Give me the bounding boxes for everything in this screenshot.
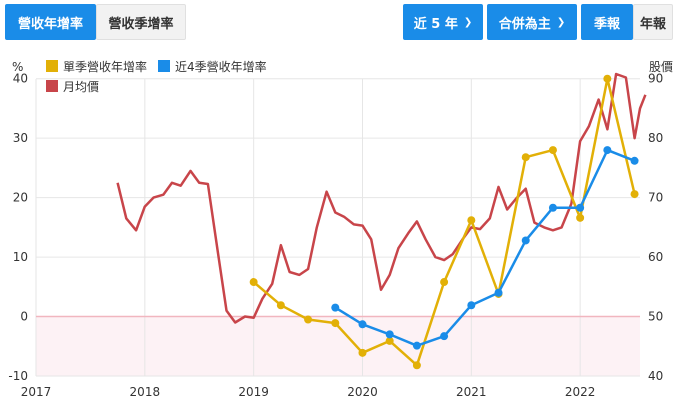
y-right-tick-label: 70 bbox=[648, 191, 663, 205]
data-point bbox=[358, 348, 367, 357]
basis-select-label: 合併為主 bbox=[498, 16, 551, 32]
y-left-tick-label: 10 bbox=[13, 250, 28, 264]
data-point bbox=[440, 332, 449, 341]
y-right-axis-label: 股價 bbox=[649, 60, 673, 74]
revenue-yoy-chart: -10 0 10 20 30 40 40 50 60 70 80 90% 股價 2017 2018 2019 2… bbox=[8, 59, 673, 399]
y-left-axis-label: % bbox=[12, 60, 23, 74]
basis-select[interactable]: 合併為主 ❯ bbox=[487, 4, 577, 40]
data-point bbox=[494, 288, 503, 297]
data-point bbox=[331, 319, 340, 328]
data-point bbox=[576, 213, 585, 222]
y-right-tick-label: 50 bbox=[648, 310, 663, 324]
y-left-tick-label: 0 bbox=[20, 310, 28, 324]
data-point bbox=[412, 341, 421, 350]
series-line bbox=[116, 72, 647, 324]
data-point bbox=[304, 315, 313, 324]
y-left-tick-label: 30 bbox=[13, 131, 28, 145]
data-point bbox=[521, 236, 530, 245]
chevron-down-icon: ❯ bbox=[463, 16, 473, 28]
data-point bbox=[358, 320, 367, 329]
data-point bbox=[576, 203, 585, 212]
data-point bbox=[521, 153, 530, 162]
legend-swatch bbox=[46, 60, 58, 72]
x-tick-label: 2017 bbox=[21, 385, 52, 399]
annual-button[interactable]: 年報 bbox=[633, 4, 673, 40]
y-right-tick-label: 60 bbox=[648, 250, 663, 264]
data-point bbox=[412, 361, 421, 370]
x-tick-label: 2021 bbox=[456, 385, 487, 399]
data-point bbox=[548, 203, 557, 212]
data-point bbox=[440, 278, 449, 287]
data-point bbox=[603, 74, 612, 83]
legend-label: 月均價 bbox=[63, 80, 99, 94]
legend-label: 單季營收年增率 bbox=[63, 59, 147, 74]
chevron-down-icon: ❯ bbox=[556, 16, 566, 28]
y-left-tick-label: 20 bbox=[13, 191, 28, 205]
range-select-label: 近 5 年 bbox=[413, 16, 458, 32]
data-point bbox=[467, 301, 476, 310]
tab-quarter-yoy[interactable]: 營收季增率 bbox=[96, 4, 186, 40]
data-point bbox=[603, 146, 612, 155]
data-point bbox=[385, 336, 394, 345]
y-right-tick-label: 90 bbox=[648, 72, 663, 86]
quarterly-button[interactable]: 季報 bbox=[581, 4, 633, 40]
y-right-tick-label: 80 bbox=[648, 131, 663, 145]
x-tick-label: 2018 bbox=[130, 385, 161, 399]
legend-swatch bbox=[46, 80, 58, 92]
y-left-tick-label: -10 bbox=[8, 369, 28, 383]
data-point bbox=[276, 301, 285, 310]
data-point bbox=[385, 330, 394, 339]
toolbar: 營收年增率 營收季增率 近 5 年 ❯ 合併為主 ❯ 季報 年報 bbox=[0, 0, 673, 44]
data-point bbox=[467, 216, 476, 225]
legend-swatch bbox=[158, 60, 170, 72]
x-tick-label: 2020 bbox=[347, 385, 378, 399]
data-point bbox=[331, 303, 340, 312]
x-tick-label: 2022 bbox=[565, 385, 596, 399]
series-line bbox=[334, 148, 636, 347]
data-point bbox=[548, 146, 557, 155]
data-point bbox=[630, 156, 639, 165]
data-point bbox=[249, 278, 258, 287]
y-right-tick-label: 40 bbox=[648, 369, 663, 383]
data-point bbox=[630, 190, 639, 199]
range-select[interactable]: 近 5 年 ❯ bbox=[403, 4, 483, 40]
tab-annual-yoy[interactable]: 營收年增率 bbox=[5, 4, 96, 40]
x-tick-label: 2019 bbox=[238, 385, 269, 399]
y-left-tick-label: 40 bbox=[13, 72, 28, 86]
legend-label: 近4季營收年增率 bbox=[175, 59, 267, 74]
